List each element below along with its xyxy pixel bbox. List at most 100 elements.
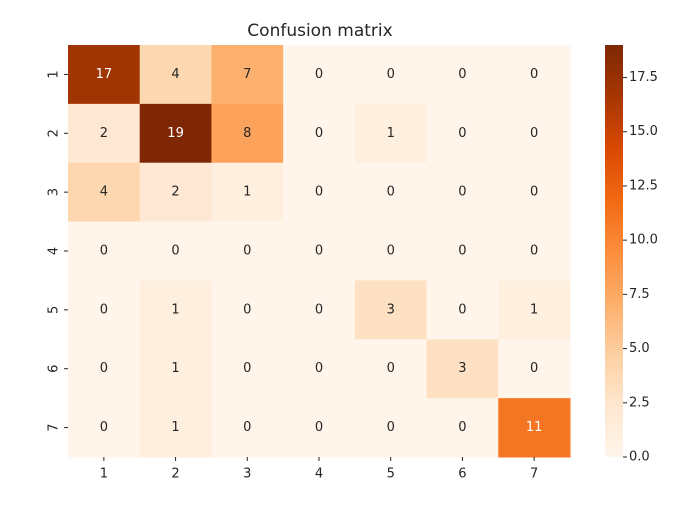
colorbar-tick-label: 0.0 <box>629 450 650 465</box>
cell-label: 3 <box>387 302 395 317</box>
cell-label: 0 <box>243 420 251 435</box>
cell-label: 0 <box>243 244 251 259</box>
heatmap-cell <box>68 339 141 399</box>
heatmap-cell <box>498 398 571 458</box>
cell-label: 0 <box>458 185 466 200</box>
y-tick-label: 5 <box>47 306 62 314</box>
heatmap-cell <box>498 45 571 105</box>
cell-label: 0 <box>100 302 108 317</box>
cell-label: 0 <box>243 302 251 317</box>
heatmap-cell <box>426 162 499 223</box>
cell-label: 0 <box>315 302 323 317</box>
heatmap-cell <box>354 398 428 458</box>
y-tick-label: 3 <box>47 188 62 196</box>
cell-label: 2 <box>171 185 179 200</box>
heatmap-cell <box>139 398 212 458</box>
cell-label: 0 <box>315 361 323 376</box>
cell-label: 4 <box>100 185 108 200</box>
cell-label: 8 <box>243 126 251 141</box>
cell-label: 11 <box>526 420 543 435</box>
cell-label: 0 <box>530 361 538 376</box>
heatmap-cell <box>283 162 356 223</box>
cell-label: 0 <box>458 244 466 259</box>
cell-label: 0 <box>458 420 466 435</box>
cell-label: 1 <box>171 420 179 435</box>
cell-label: 0 <box>387 244 395 259</box>
cell-label: 2 <box>100 126 108 141</box>
heatmap-cell <box>283 103 356 164</box>
heatmap-cell <box>68 398 141 458</box>
cell-label: 0 <box>458 126 466 141</box>
cell-label: 0 <box>530 126 538 141</box>
heatmap-cell <box>354 103 428 164</box>
heatmap-cell <box>211 339 284 399</box>
cell-label: 0 <box>315 67 323 82</box>
heatmap-cell <box>68 280 141 340</box>
cell-label: 0 <box>315 185 323 200</box>
x-tick-label: 5 <box>387 467 395 482</box>
cell-label: 0 <box>387 185 395 200</box>
heatmap-cell <box>68 221 141 281</box>
cell-label: 1 <box>171 302 179 317</box>
cell-label: 0 <box>315 244 323 259</box>
cell-label: 1 <box>530 302 538 317</box>
heatmap-cell <box>498 339 571 399</box>
heatmap-cell <box>211 221 284 281</box>
cell-label: 0 <box>530 244 538 259</box>
x-tick-label: 2 <box>171 467 179 482</box>
y-tick-label: 4 <box>47 247 62 255</box>
heatmap-cell <box>211 162 284 223</box>
cell-label: 0 <box>315 420 323 435</box>
colorbar-tick-label: 15.0 <box>629 124 658 139</box>
heatmap-cell <box>426 280 499 340</box>
cell-label: 0 <box>100 244 108 259</box>
colorbar-tick-label: 2.5 <box>629 395 650 410</box>
colorbar-tick-label: 5.0 <box>629 341 650 356</box>
x-tick-label: 7 <box>530 467 538 482</box>
cell-label: 0 <box>458 302 466 317</box>
chart-title: Confusion matrix <box>247 21 392 41</box>
colorbar-tick-label: 7.5 <box>629 287 650 302</box>
cell-label: 0 <box>387 420 395 435</box>
heatmap-cell <box>426 221 499 281</box>
cell-label: 0 <box>100 361 108 376</box>
colorbar-tick-label: 10.0 <box>629 233 658 248</box>
heatmap-cell <box>426 103 499 164</box>
heatmap-cell <box>498 162 571 223</box>
cell-label: 0 <box>387 361 395 376</box>
heatmap-cell <box>283 339 356 399</box>
colorbar-tick-label: 12.5 <box>629 178 658 193</box>
cell-label: 0 <box>530 67 538 82</box>
y-tick-label: 1 <box>47 70 62 78</box>
heatmap-cell <box>139 280 212 340</box>
heatmap-cell <box>139 45 212 105</box>
heatmap-cell <box>211 280 284 340</box>
heatmap-cell <box>426 45 499 105</box>
cell-label: 1 <box>387 126 395 141</box>
cell-label: 3 <box>458 361 466 376</box>
x-tick-label: 6 <box>458 467 466 482</box>
cell-label: 0 <box>243 361 251 376</box>
cell-label: 0 <box>458 67 466 82</box>
heatmap-cell <box>139 221 212 281</box>
heatmap-cell <box>211 45 284 105</box>
cell-label: 0 <box>530 185 538 200</box>
cell-label: 19 <box>167 126 184 141</box>
heatmap-cell <box>68 45 141 105</box>
heatmap-cell <box>354 339 428 399</box>
cell-label: 1 <box>243 185 251 200</box>
cell-label: 0 <box>387 67 395 82</box>
heatmap-cell <box>283 221 356 281</box>
heatmap-cell <box>139 103 212 164</box>
heatmap-cell <box>498 221 571 281</box>
y-tick-label: 6 <box>47 365 62 373</box>
x-tick-label: 4 <box>315 467 323 482</box>
x-tick-label: 3 <box>243 467 251 482</box>
colorbar-tick-label: 17.5 <box>629 70 658 85</box>
heatmap-cell <box>498 103 571 164</box>
y-tick-label: 7 <box>47 423 62 431</box>
heatmap-cell <box>68 103 141 164</box>
heatmap-cell <box>139 339 212 399</box>
heatmap-cell <box>68 162 141 223</box>
heatmap-cell <box>211 103 284 164</box>
